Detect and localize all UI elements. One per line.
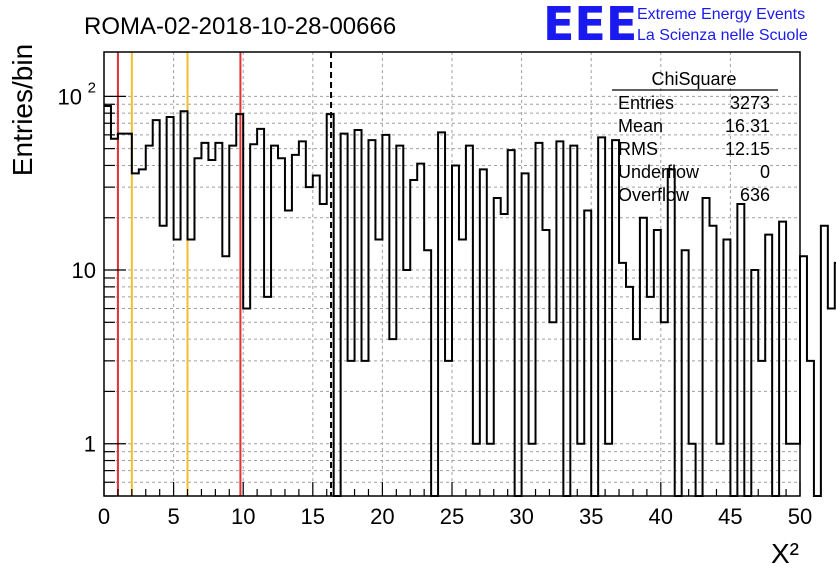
stats-title: ChiSquare xyxy=(651,69,736,89)
y-tick-label: 10 xyxy=(58,84,82,109)
x-tick-label: 45 xyxy=(718,504,742,529)
stats-label: RMS xyxy=(618,139,658,159)
x-tick-label: 50 xyxy=(788,504,812,529)
stats-label: Entries xyxy=(618,93,674,113)
x-tick-label: 5 xyxy=(167,504,179,529)
logo-eee: EEE xyxy=(543,0,637,51)
stats-label: Overflow xyxy=(618,185,690,205)
x-tick-label: 15 xyxy=(301,504,325,529)
histogram-series xyxy=(104,104,836,497)
y-tick-label-exponent: 2 xyxy=(88,79,96,96)
stats-value: 16.31 xyxy=(725,116,770,136)
x-tick-label: 35 xyxy=(579,504,603,529)
stats-value: 12.15 xyxy=(725,139,770,159)
x-tick-label: 40 xyxy=(649,504,673,529)
x-tick-label: 0 xyxy=(98,504,110,529)
eee-logo: EEE Extreme Energy Events La Scienza nel… xyxy=(543,0,808,51)
y-tick-label: 1 xyxy=(84,432,96,457)
stats-label: Underflow xyxy=(618,162,700,182)
stats-label: Mean xyxy=(618,116,663,136)
stats-value: 3273 xyxy=(730,93,770,113)
x-tick-label: 30 xyxy=(509,504,533,529)
axis-ticks: 0 5 10 15 20 25 30 35 40 45 50 1 10 10 2 xyxy=(58,79,813,529)
marker-lines xyxy=(116,52,333,496)
x-tick-label: 25 xyxy=(440,504,464,529)
logo-line1: Extreme Energy Events xyxy=(637,6,805,23)
y-tick-label: 10 xyxy=(72,258,96,283)
y-axis-label: Entries/bin xyxy=(7,44,38,176)
stats-value: 0 xyxy=(760,162,770,182)
logo-line2: La Scienza nelle Scuole xyxy=(637,27,808,44)
stats-value: 636 xyxy=(740,185,770,205)
x-tick-label: 20 xyxy=(370,504,394,529)
x-tick-label: 10 xyxy=(231,504,255,529)
x-axis-label: X² xyxy=(771,538,799,569)
chart-title: ROMA-02-2018-10-28-00666 xyxy=(84,13,396,40)
stats-box: ChiSquare Entries 3273 Mean 16.31 RMS 12.15 Un… xyxy=(612,69,778,205)
